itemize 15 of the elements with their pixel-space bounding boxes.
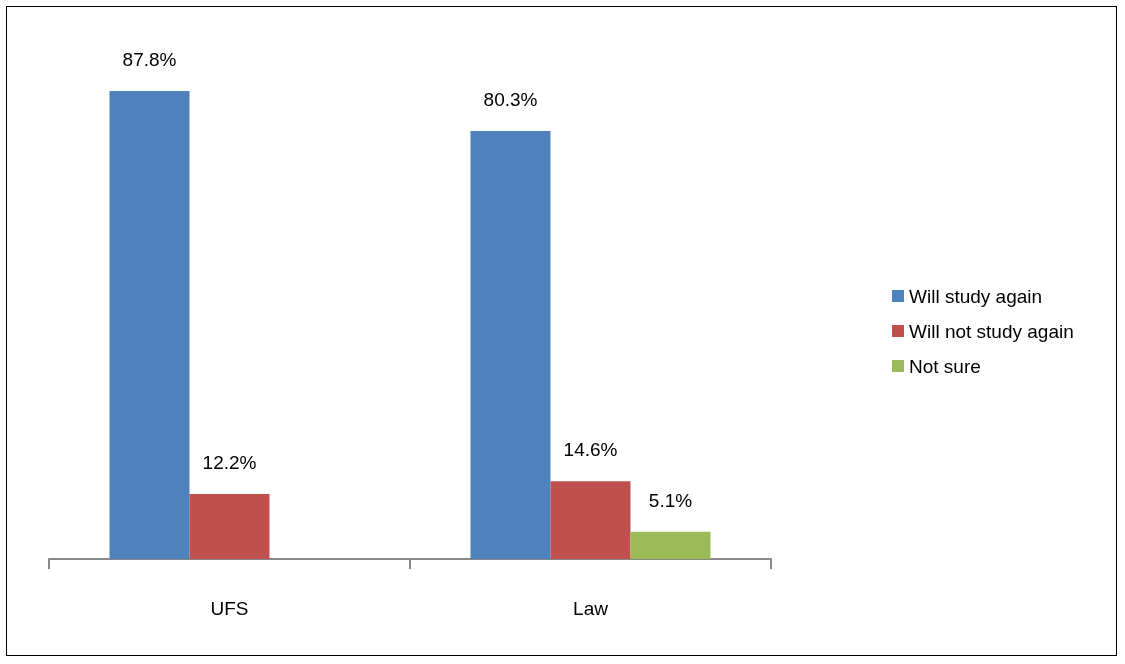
bar (470, 130, 551, 559)
bar (550, 481, 631, 559)
legend-label: Will study again (909, 285, 1043, 307)
legend-label: Not sure (909, 355, 981, 377)
bar (630, 531, 711, 559)
data-label: 80.3% (483, 88, 538, 110)
data-label: 5.1% (648, 489, 693, 511)
data-label: 12.2% (202, 451, 257, 473)
data-label: 87.8% (122, 49, 177, 70)
data-label: 14.6% (563, 439, 618, 461)
x-tick-label: Law (573, 598, 609, 619)
bar (189, 493, 270, 559)
bar (109, 91, 190, 559)
x-tick-label: UFS (210, 598, 249, 619)
legend-label: Will not study again (909, 320, 1074, 342)
